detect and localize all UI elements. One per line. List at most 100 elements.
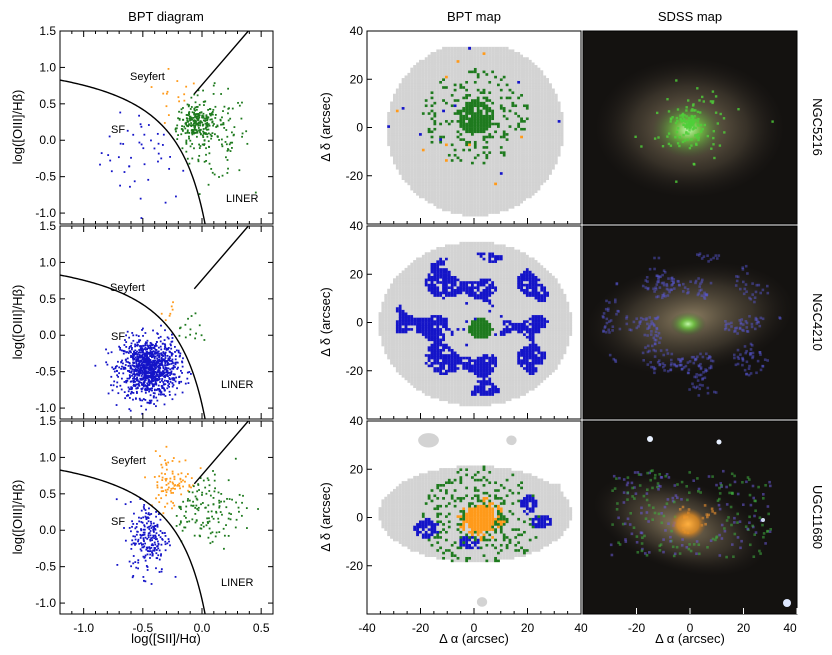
map-spaxel-nodata bbox=[436, 127, 440, 131]
map-spaxel-nodata bbox=[505, 59, 509, 63]
map-spaxel-nodata bbox=[459, 96, 463, 100]
map-spaxel-nodata bbox=[401, 98, 405, 102]
y-tick-label: 1.5 bbox=[39, 24, 56, 38]
bpt-point-sf bbox=[125, 334, 128, 337]
bpt-point-liner bbox=[188, 490, 191, 493]
map-spaxel-nodata bbox=[419, 171, 422, 175]
map-spaxel-nodata bbox=[531, 179, 535, 183]
map-spaxel-nodata bbox=[393, 145, 396, 149]
bpt-point-sf bbox=[159, 363, 162, 365]
map-spaxel-nodata bbox=[453, 145, 457, 149]
map-spaxel-nodata bbox=[421, 184, 425, 188]
bpt-point-sf bbox=[153, 392, 156, 395]
map-spaxel-nodata bbox=[476, 83, 480, 87]
bpt-point-sf bbox=[132, 523, 135, 525]
map-spaxel-nodata bbox=[387, 135, 391, 139]
bpt-point-sf bbox=[128, 347, 131, 350]
map-spaxel-nodata bbox=[456, 124, 460, 128]
map-spaxel-nodata bbox=[517, 111, 521, 115]
map-spaxel-nodata bbox=[395, 158, 399, 162]
map-spaxel-nodata bbox=[517, 62, 521, 66]
bpt-point-sf bbox=[162, 381, 165, 383]
bpt-point-liner bbox=[223, 126, 226, 129]
map-spaxel-nodata bbox=[462, 200, 466, 204]
map-spaxel-nodata bbox=[494, 49, 498, 53]
bpt-point-liner bbox=[242, 494, 244, 497]
map-spaxel-nodata bbox=[456, 83, 460, 87]
map-spaxel-nodata bbox=[398, 135, 402, 139]
map-spaxel-nodata bbox=[508, 98, 512, 102]
bpt-point-liner bbox=[218, 176, 220, 178]
map-spaxel-nodata bbox=[494, 210, 498, 214]
map-spaxel-nodata bbox=[453, 190, 457, 194]
map-spaxel-liner bbox=[485, 98, 489, 102]
map-spaxel-nodata bbox=[488, 164, 492, 167]
map-spaxel-nodata bbox=[468, 164, 472, 167]
map-spaxel-nodata bbox=[514, 83, 518, 87]
map-spaxel-nodata bbox=[520, 83, 524, 87]
col-title-bpt-map: BPT map bbox=[447, 9, 501, 24]
map-spaxel-nodata bbox=[430, 184, 434, 188]
map-spaxel-nodata bbox=[511, 151, 515, 154]
bpt-point-sf bbox=[157, 393, 160, 396]
bpt-point-liner bbox=[191, 118, 193, 121]
map-spaxel-nodata bbox=[497, 114, 500, 118]
map-spaxel-nodata bbox=[494, 179, 498, 183]
map-spaxel-liner bbox=[473, 101, 477, 105]
bpt-point-sf bbox=[127, 361, 130, 364]
bpt-point-sf bbox=[144, 348, 147, 351]
map-spaxel-nodata bbox=[413, 78, 417, 81]
bpt-point-sf bbox=[121, 365, 123, 368]
bpt-point-sf bbox=[132, 381, 135, 384]
map-spaxel-nodata bbox=[523, 177, 526, 180]
bpt-point-sf bbox=[150, 373, 152, 376]
bpt-point-sf bbox=[164, 355, 167, 357]
map-spaxel-nodata bbox=[404, 85, 408, 89]
map-spaxel-nodata bbox=[459, 135, 463, 139]
map-spaxel-nodata bbox=[508, 179, 512, 183]
map-spaxel-nodata bbox=[485, 197, 489, 201]
bpt-point-sf bbox=[168, 393, 171, 396]
map-spaxel-nodata bbox=[523, 101, 526, 105]
map-spaxel-nodata bbox=[436, 184, 440, 188]
map-spaxel-nodata bbox=[482, 179, 486, 183]
map-spaxel-nodata bbox=[445, 166, 448, 170]
bpt-point-sf bbox=[120, 388, 123, 391]
map-spaxel-nodata bbox=[505, 127, 509, 131]
bpt-point-seyfert bbox=[163, 122, 166, 124]
bpt-point-sf bbox=[138, 384, 141, 387]
map-spaxel-nodata bbox=[433, 106, 437, 110]
bpt-point-seyfert bbox=[185, 85, 188, 88]
bpt-point-liner bbox=[188, 520, 191, 523]
bpt-point-liner bbox=[209, 133, 212, 136]
map-spaxel-nodata bbox=[450, 85, 454, 89]
map-spaxel-nodata bbox=[482, 213, 486, 217]
map-spaxel-nodata bbox=[505, 169, 509, 173]
map-spaxel-nodata bbox=[439, 132, 443, 136]
bpt-point-sf bbox=[151, 553, 154, 555]
map-spaxel-nodata bbox=[517, 145, 521, 149]
map-spaxel-nodata bbox=[456, 200, 460, 204]
map-spaxel-nodata bbox=[528, 158, 532, 162]
bpt-point-liner bbox=[204, 122, 207, 125]
bpt-point-liner bbox=[198, 147, 201, 149]
map-spaxel-nodata bbox=[436, 200, 440, 204]
map-spaxel-nodata bbox=[462, 197, 466, 201]
map-spaxel-liner bbox=[517, 122, 521, 126]
bpt-point-sf bbox=[169, 156, 171, 158]
map-spaxel-nodata bbox=[471, 138, 474, 141]
map-spaxel-nodata bbox=[508, 184, 512, 188]
map-spaxel-nodata bbox=[430, 80, 434, 84]
map-spaxel-nodata bbox=[401, 83, 405, 87]
bpt-point-liner bbox=[203, 160, 206, 163]
map-spaxel-nodata bbox=[497, 109, 500, 113]
bpt-point-sf bbox=[159, 374, 162, 377]
map-spaxel-nodata bbox=[395, 106, 399, 110]
bpt-point-seyfert bbox=[153, 476, 156, 478]
bpt-point-sf bbox=[142, 367, 145, 370]
map-spaxel-nodata bbox=[413, 169, 417, 173]
map-spaxel-nodata bbox=[505, 46, 509, 50]
bpt-point-liner bbox=[254, 191, 257, 194]
bpt-point-sf bbox=[130, 547, 133, 550]
map-spaxel-nodata bbox=[499, 122, 503, 126]
